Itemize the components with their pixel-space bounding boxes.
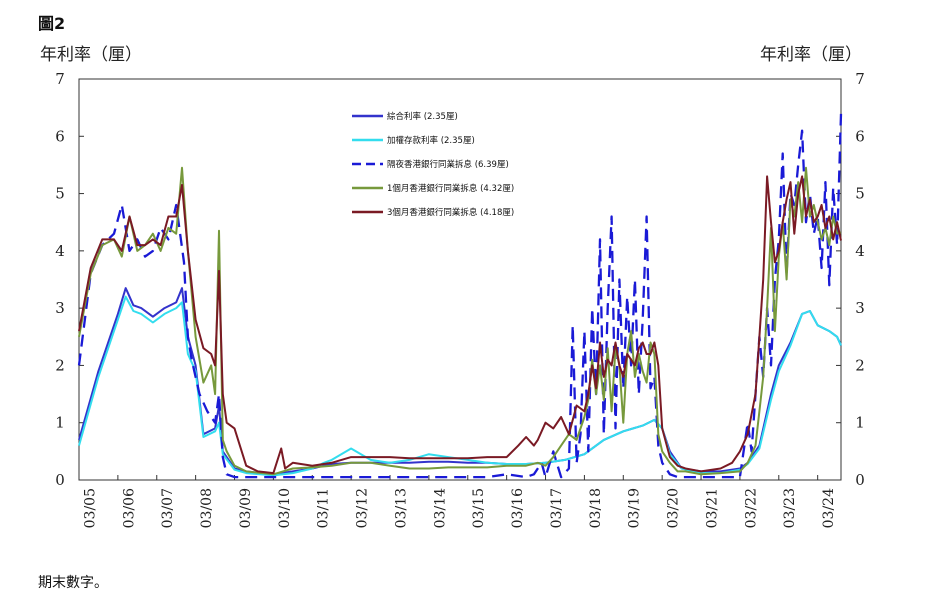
figure-label: 圖2 [38, 14, 66, 33]
legend-label: 隔夜香港銀行同業拆息 (6.39厘) [387, 159, 509, 170]
series-line-4 [78, 175, 842, 475]
legend-label: 加權存款利率 (2.35厘) [387, 135, 475, 146]
legend-label: 3個月香港銀行同業拆息 (4.18厘) [387, 207, 514, 218]
series-layer [77, 113, 843, 479]
y-tick-label-right: 4 [855, 242, 865, 260]
y-axis-title-left: 年利率（厘） [40, 45, 142, 65]
y-tick-label-left: 2 [55, 356, 65, 374]
x-tick-label: 03/24 [821, 488, 837, 528]
x-tick-label: 03/08 [199, 488, 215, 528]
x-tick-label: 03/21 [704, 488, 720, 528]
x-tick-label: 03/14 [432, 488, 448, 528]
y-tick-label-left: 3 [55, 299, 65, 317]
y-tick-label-left: 5 [55, 185, 65, 203]
x-tick-label: 03/16 [510, 488, 526, 528]
y-axis-title-right: 年利率（厘） [760, 45, 862, 65]
x-tick-label: 03/23 [782, 488, 798, 528]
y-tick-label-right: 6 [855, 127, 865, 145]
legend-label: 1個月香港銀行同業拆息 (4.32厘) [387, 183, 514, 194]
x-tick-label: 03/05 [82, 488, 98, 528]
y-tick-label-left: 1 [55, 414, 65, 432]
x-tick-label: 03/20 [666, 488, 682, 528]
footnote: 期末數字。 [38, 575, 108, 591]
y-tick-label-right: 5 [855, 185, 865, 203]
x-tick-label: 03/09 [238, 488, 254, 528]
legend: 綜合利率 (2.35厘) 加權存款利率 (2.35厘) 隔夜香港銀行同業拆息 (6.… [352, 111, 514, 218]
x-tick-label: 03/17 [549, 488, 565, 528]
y-tick-label-left: 4 [55, 242, 65, 260]
x-tick-label: 03/22 [743, 488, 759, 528]
plot-area-frame [78, 78, 842, 481]
x-ticks: 03/05 03/06 03/07 03/08 03/09 03/10 03/11 03/12… [78, 475, 837, 528]
y-tick-label-right: 0 [855, 471, 865, 489]
legend-label: 綜合利率 (2.35厘) [387, 111, 458, 122]
y-ticks: 0 0 1 1 2 2 3 3 4 4 5 5 6 6 7 7 [55, 70, 865, 489]
x-tick-label: 03/11 [316, 488, 332, 528]
series-line-1 [78, 295, 842, 477]
x-tick-label: 03/15 [471, 488, 487, 528]
y-tick-label-left: 0 [55, 471, 65, 489]
series-line-2 [77, 113, 843, 479]
y-tick-label-right: 2 [855, 356, 865, 374]
series-line-0 [78, 287, 842, 476]
y-tick-label-right: 1 [855, 414, 865, 432]
x-tick-label: 03/13 [393, 488, 409, 528]
y-tick-label-right: 3 [855, 299, 865, 317]
x-tick-label: 03/19 [627, 488, 643, 528]
x-tick-label: 03/06 [121, 488, 137, 528]
y-tick-label-left: 7 [55, 70, 65, 88]
x-tick-label: 03/10 [277, 488, 293, 528]
y-tick-label-right: 7 [855, 70, 865, 88]
x-tick-label: 03/18 [588, 488, 604, 528]
y-tick-label-left: 6 [55, 127, 65, 145]
x-tick-label: 03/07 [160, 488, 176, 528]
x-tick-label: 03/12 [355, 488, 371, 528]
